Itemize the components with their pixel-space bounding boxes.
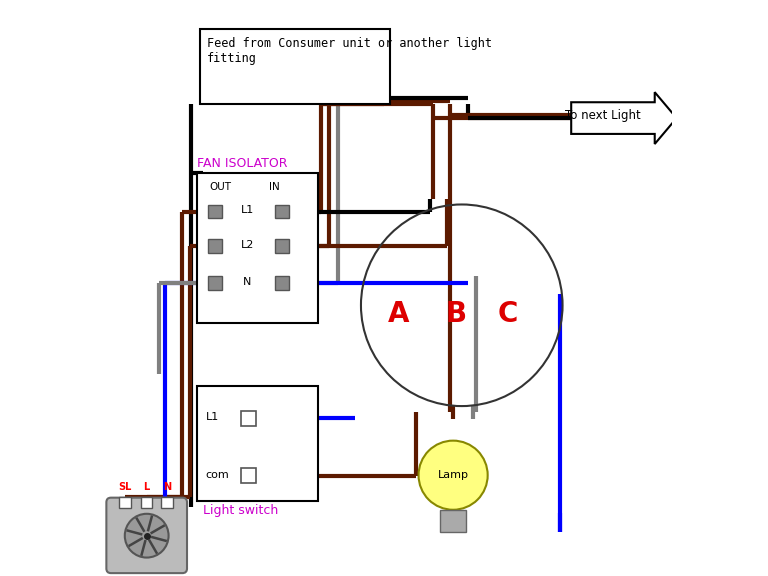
Circle shape [419, 441, 488, 510]
Bar [440, 510, 465, 532]
FancyBboxPatch shape [119, 497, 131, 508]
Text: L2: L2 [241, 240, 254, 250]
FancyArrow shape [571, 92, 677, 144]
FancyBboxPatch shape [241, 468, 257, 483]
Text: Feed from Consumer unit or another light
fitting: Feed from Consumer unit or another light… [207, 37, 492, 66]
Text: com: com [205, 469, 229, 480]
Text: SL: SL [118, 482, 131, 491]
FancyBboxPatch shape [275, 204, 289, 218]
Text: N: N [243, 277, 252, 287]
FancyBboxPatch shape [241, 411, 257, 426]
FancyBboxPatch shape [275, 276, 289, 290]
Text: C: C [498, 300, 518, 328]
Text: Lamp: Lamp [438, 470, 468, 480]
Text: L1: L1 [205, 412, 219, 422]
Text: To next Light: To next Light [565, 109, 641, 122]
FancyBboxPatch shape [208, 276, 222, 290]
Circle shape [124, 514, 168, 558]
FancyBboxPatch shape [197, 173, 318, 323]
FancyBboxPatch shape [208, 239, 222, 253]
Text: B: B [445, 300, 467, 328]
Text: IN: IN [269, 182, 280, 192]
FancyBboxPatch shape [106, 498, 187, 573]
Text: OUT: OUT [210, 182, 231, 192]
FancyBboxPatch shape [197, 386, 318, 501]
Text: L1: L1 [241, 206, 254, 215]
FancyBboxPatch shape [208, 204, 222, 218]
FancyBboxPatch shape [161, 497, 173, 508]
FancyBboxPatch shape [275, 239, 289, 253]
Text: Light switch: Light switch [203, 504, 278, 517]
FancyBboxPatch shape [200, 29, 389, 104]
Text: FAN ISOLATOR: FAN ISOLATOR [197, 157, 287, 170]
Text: L: L [144, 482, 150, 491]
Text: A: A [388, 300, 409, 328]
Text: N: N [163, 482, 171, 491]
FancyBboxPatch shape [141, 497, 152, 508]
